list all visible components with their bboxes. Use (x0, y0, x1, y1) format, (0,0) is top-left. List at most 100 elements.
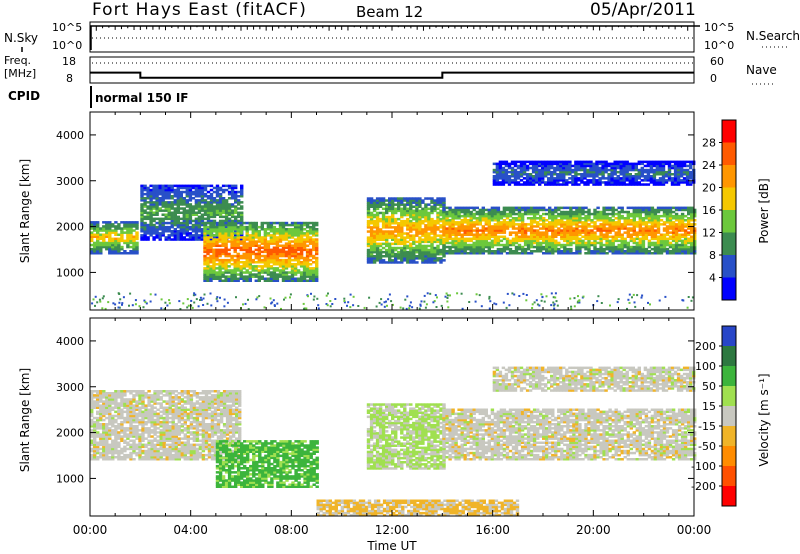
power-cell (143, 184, 147, 188)
power-cell (504, 162, 509, 166)
power-cell (646, 173, 651, 176)
power-cell (149, 197, 153, 200)
power-cell (216, 300, 219, 303)
power-cell (442, 241, 446, 245)
power-cell (227, 192, 232, 196)
power-cell (412, 197, 416, 200)
power-cell (680, 212, 685, 216)
power-cell (293, 267, 298, 270)
power-cell (315, 230, 319, 233)
power-cell (158, 203, 162, 206)
power-cell (665, 229, 670, 232)
power-cell (287, 258, 292, 262)
power-cell (215, 273, 219, 276)
power-cell (366, 205, 371, 208)
power-cell (496, 243, 501, 247)
power-cell (572, 237, 576, 241)
power-cell (587, 214, 591, 218)
power-cell (90, 239, 94, 243)
power-cell (143, 236, 147, 239)
power-cell (513, 181, 518, 184)
power-cell (683, 239, 688, 243)
power-cell (550, 177, 554, 180)
power-cell (315, 221, 319, 225)
power-cell (574, 183, 578, 186)
power-cell (448, 241, 452, 245)
power-cell (668, 243, 673, 247)
power-cell (569, 210, 573, 214)
power-cell (581, 210, 585, 214)
power-cell (605, 233, 609, 236)
power-cell (610, 162, 614, 166)
power-cell (263, 271, 268, 274)
power-cell (388, 255, 392, 258)
power-cell (532, 231, 537, 234)
power-cell (284, 263, 289, 266)
power-cell (248, 265, 252, 268)
power-cell (403, 242, 407, 246)
power-cell (673, 183, 678, 186)
power-cell (528, 162, 533, 166)
power-cell (511, 231, 516, 234)
power-cell (457, 210, 461, 214)
power-cell (502, 243, 507, 247)
power-cell (197, 199, 202, 202)
power-cell (592, 164, 596, 168)
power-cell (617, 245, 621, 249)
power-cell (366, 219, 371, 223)
power-cell (562, 175, 566, 178)
power-cell (662, 227, 667, 230)
power-cell (668, 210, 673, 214)
power-cell (99, 252, 103, 255)
power-cell (578, 241, 582, 245)
power-cell (206, 221, 210, 225)
power-cell (526, 237, 531, 241)
power-cell (671, 252, 676, 255)
power-cell (457, 225, 461, 228)
power-cell (385, 199, 389, 202)
power-cell (460, 225, 464, 228)
power-cell (687, 245, 691, 249)
power-cell (403, 205, 407, 208)
power-cell (581, 223, 585, 226)
power-cell (430, 252, 434, 256)
power-cell (442, 243, 446, 247)
power-cell (513, 293, 516, 296)
power-cell (580, 168, 584, 172)
power-cell (569, 243, 573, 247)
power-cell (293, 228, 298, 231)
power-cell (257, 271, 261, 274)
power-cell (653, 221, 658, 224)
power-cell (510, 173, 515, 176)
power-cell (224, 188, 229, 192)
power-cell (442, 231, 446, 234)
power-cell (448, 212, 452, 216)
power-cell (625, 170, 629, 174)
power-cell (661, 177, 666, 180)
power-cell (689, 170, 693, 174)
power-cell (650, 243, 655, 247)
power-cell (161, 217, 165, 221)
power-cell (170, 184, 174, 188)
power-cell (608, 223, 612, 226)
power-cell (502, 301, 505, 304)
power-cell (391, 236, 395, 239)
power-cell (400, 199, 404, 202)
power-cell (188, 213, 193, 216)
power-cell (427, 259, 431, 262)
power-cell (191, 234, 196, 237)
power-cell (221, 211, 226, 214)
power-cell (381, 215, 386, 219)
power-cell (655, 162, 660, 166)
power-cell (640, 162, 644, 166)
power-cell (493, 227, 498, 230)
power-cell (149, 195, 153, 198)
power-cell (674, 241, 679, 245)
power-cell (531, 170, 536, 174)
power-cell (215, 242, 219, 245)
power-cell (409, 203, 413, 206)
power-cell (690, 299, 693, 302)
power-cell (312, 242, 316, 245)
power-cell (164, 228, 168, 231)
power-cell (419, 304, 422, 307)
